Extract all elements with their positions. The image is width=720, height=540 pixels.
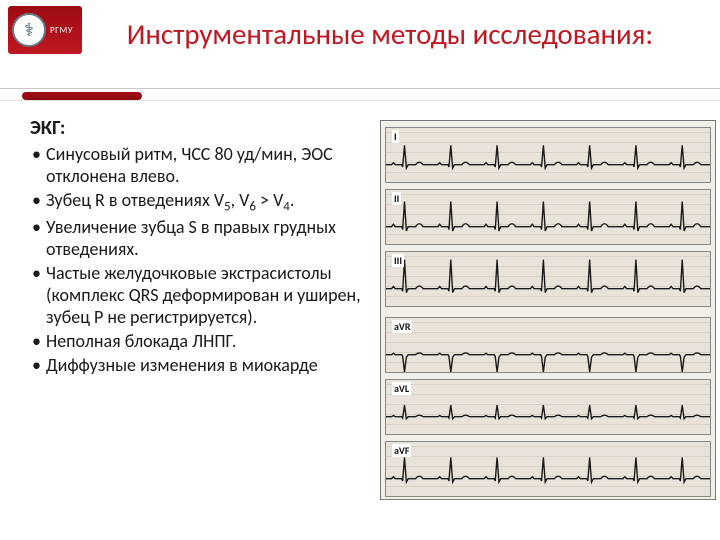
ecg-traces-panel: IIIIIIaVRaVLaVF <box>380 120 716 500</box>
lead-label: aVF <box>392 444 411 457</box>
bullet-item: Неполная блокада ЛНПГ. <box>30 331 370 353</box>
lead-label: aVR <box>392 320 412 333</box>
bullet-item: Диффузные изменения в миокарде <box>30 355 370 377</box>
ecg-strip: II <box>385 189 711 245</box>
caduceus-icon: ⚕ <box>12 13 46 47</box>
lead-label: aVL <box>392 382 411 395</box>
bullet-item: Зубец R в отведениях V5, V6 > V4. <box>30 190 370 215</box>
ecg-strip: III <box>385 251 711 307</box>
slide-title: Инструментальные методы исследования: <box>120 18 660 51</box>
ecg-strip: aVR <box>385 317 711 373</box>
bullet-item: Увеличение зубца S в правых грудных отве… <box>30 217 370 261</box>
ecg-strip: aVF <box>385 441 711 497</box>
ecg-strip: aVL <box>385 379 711 435</box>
text-content: ЭКГ: Синусовый ритм, ЧСС 80 уд/мин, ЭОС … <box>30 116 370 379</box>
bullet-item: Синусовый ритм, ЧСС 80 уд/мин, ЭОС откло… <box>30 144 370 188</box>
header-divider <box>0 88 720 102</box>
bullet-list: Синусовый ритм, ЧСС 80 уд/мин, ЭОС откло… <box>30 144 370 377</box>
university-logo: ⚕ РГМУ <box>8 6 82 54</box>
ecg-heading: ЭКГ: <box>30 116 370 140</box>
lead-label: III <box>392 254 404 267</box>
lead-label: II <box>392 192 401 205</box>
lead-label: I <box>392 130 399 143</box>
ecg-strip: I <box>385 127 711 183</box>
bullet-item: Частые желудочковые экстрасистолы (компл… <box>30 263 370 329</box>
logo-abbr: РГМУ <box>50 25 73 36</box>
